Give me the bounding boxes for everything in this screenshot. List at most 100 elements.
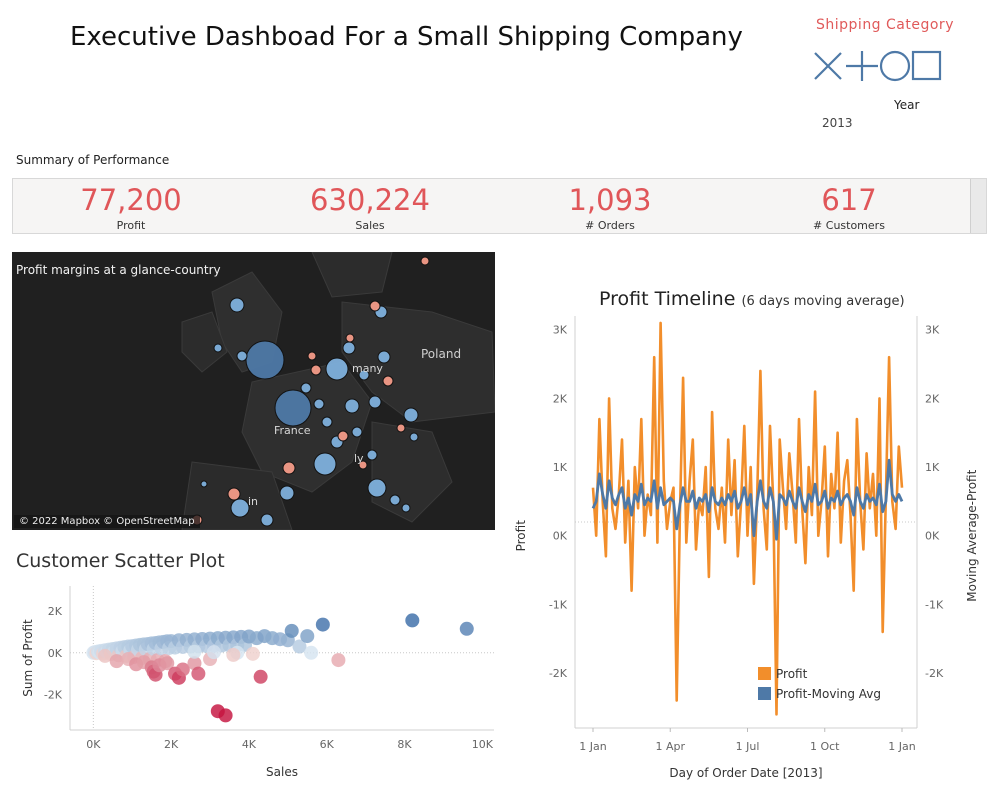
timeline-y-tick: -2K bbox=[549, 667, 568, 680]
kpi-scrollbar[interactable] bbox=[970, 179, 986, 233]
map-markers[interactable] bbox=[12, 252, 495, 530]
timeline-x-tick: 1 Jan bbox=[579, 740, 606, 753]
scatter-x-tick: 4K bbox=[242, 738, 257, 751]
scatter-point bbox=[218, 708, 233, 723]
map-marker bbox=[342, 341, 356, 355]
customer-scatter-plot[interactable]: 0K 2K 4K 6K 8K 10K 2K 0K -2K Sales Sum of Profit bbox=[12, 578, 496, 783]
map-marker bbox=[409, 432, 419, 442]
map-marker bbox=[325, 357, 349, 381]
map-label-germany: many bbox=[352, 362, 383, 375]
kpi-sales: 630,224 Sales bbox=[270, 179, 470, 233]
map-marker bbox=[200, 480, 208, 488]
scatter-point bbox=[175, 662, 190, 677]
x-icon[interactable] bbox=[814, 52, 842, 80]
map-marker bbox=[300, 382, 312, 394]
map-label-poland: Poland bbox=[421, 347, 462, 361]
scatter-point bbox=[304, 645, 319, 660]
map-marker bbox=[213, 343, 223, 353]
kpi-orders: 1,093 # Orders bbox=[510, 179, 710, 233]
scatter-point bbox=[253, 669, 268, 684]
scatter-x-tick: 6K bbox=[320, 738, 335, 751]
scatter-point bbox=[284, 623, 299, 638]
profit-timeline-chart[interactable]: 3K 3K 2K 2K 1K 1K 0K 0K -1K -1K -2K -2K 1 Jan 1 Apr 1 … bbox=[510, 316, 990, 791]
year-filter-label: Year bbox=[894, 98, 920, 112]
timeline-y-tick-right: 2K bbox=[925, 392, 940, 405]
timeline-y-tick: 1K bbox=[553, 461, 568, 474]
map-label-france: France bbox=[274, 424, 311, 437]
map-marker bbox=[274, 389, 312, 427]
scatter-point bbox=[109, 654, 124, 669]
scatter-x-tick: 10K bbox=[472, 738, 494, 751]
map-marker bbox=[321, 416, 333, 428]
circle-icon[interactable] bbox=[879, 50, 911, 82]
scatter-y-tick: 0K bbox=[48, 647, 63, 660]
map-title: Profit margins at a glance-country bbox=[16, 263, 221, 277]
timeline-subtitle: (6 days moving average) bbox=[741, 294, 905, 309]
map-marker bbox=[368, 395, 382, 409]
timeline-y-tick-right: -2K bbox=[925, 667, 944, 680]
scatter-point bbox=[292, 639, 307, 654]
scatter-point bbox=[206, 645, 221, 660]
map-label-spain: in bbox=[248, 495, 259, 508]
map-label-italy: ly bbox=[354, 452, 364, 465]
timeline-y-label: Profit bbox=[514, 520, 528, 552]
timeline-y-tick: 0K bbox=[553, 530, 568, 543]
map-marker bbox=[396, 423, 406, 433]
profit-map[interactable]: Poland France many ly in Profit margins … bbox=[12, 252, 495, 530]
timeline-y-tick-right: 1K bbox=[925, 461, 940, 474]
scatter-x-tick: 0K bbox=[86, 738, 101, 751]
profit-series-line bbox=[591, 321, 904, 716]
map-marker bbox=[230, 498, 250, 518]
map-marker bbox=[377, 350, 391, 364]
kpi-customers: 617 # Customers bbox=[749, 179, 949, 233]
kpi-profit-label: Profit bbox=[116, 219, 146, 232]
shipping-category-legend[interactable] bbox=[812, 49, 942, 83]
kpi-sales-label: Sales bbox=[355, 219, 385, 232]
legend-swatch-profit bbox=[758, 667, 771, 680]
map-marker bbox=[227, 487, 241, 501]
map-marker bbox=[282, 461, 296, 475]
scatter-point bbox=[405, 613, 420, 628]
timeline-x-tick: 1 Jul bbox=[736, 740, 760, 753]
timeline-title-text: Profit Timeline bbox=[599, 288, 736, 310]
scatter-point bbox=[459, 621, 474, 636]
timeline-y-tick: 2K bbox=[553, 392, 568, 405]
scatter-point bbox=[245, 646, 260, 661]
map-marker bbox=[260, 513, 274, 527]
scatter-x-label: Sales bbox=[266, 765, 298, 779]
timeline-x-tick: 1 Oct bbox=[810, 740, 840, 753]
scatter-y-label: Sum of Profit bbox=[21, 619, 35, 697]
map-marker bbox=[345, 333, 355, 343]
summary-label: Summary of Performance bbox=[16, 153, 170, 167]
timeline-x-label: Day of Order Date [2013] bbox=[669, 766, 822, 780]
map-marker bbox=[366, 449, 378, 461]
year-filter-value[interactable]: 2013 bbox=[822, 116, 853, 130]
legend-label-profit: Profit bbox=[776, 667, 808, 681]
scatter-point bbox=[160, 656, 175, 671]
scatter-point bbox=[191, 666, 206, 681]
timeline-y-label-right: Moving Average-Profit bbox=[965, 469, 979, 601]
legend-swatch-moving-avg bbox=[758, 687, 771, 700]
map-marker bbox=[279, 485, 295, 501]
map-marker bbox=[367, 478, 387, 498]
map-marker bbox=[389, 494, 401, 506]
kpi-orders-value: 1,093 bbox=[568, 183, 652, 217]
plus-icon[interactable] bbox=[846, 51, 878, 81]
map-marker bbox=[344, 398, 360, 414]
map-credit[interactable]: © 2022 Mapbox © OpenStreetMap bbox=[14, 515, 200, 528]
map-marker bbox=[420, 256, 430, 266]
scatter-title: Customer Scatter Plot bbox=[16, 550, 225, 572]
timeline-y-tick-right: -1K bbox=[925, 598, 944, 611]
square-icon[interactable] bbox=[911, 50, 942, 81]
map-marker bbox=[401, 503, 411, 513]
map-marker bbox=[358, 460, 368, 470]
kpi-orders-label: # Orders bbox=[585, 219, 635, 232]
scatter-point bbox=[98, 648, 113, 663]
kpi-strip: 77,200 Profit 630,224 Sales 1,093 # Orde… bbox=[12, 178, 987, 234]
shipping-category-legend-title: Shipping Category bbox=[816, 17, 954, 33]
kpi-profit-value: 77,200 bbox=[80, 183, 182, 217]
timeline-title: Profit Timeline (6 days moving average) bbox=[599, 288, 905, 310]
map-marker bbox=[337, 430, 349, 442]
legend-label-moving-avg: Profit-Moving Avg bbox=[776, 687, 881, 701]
scatter-point bbox=[300, 629, 315, 644]
